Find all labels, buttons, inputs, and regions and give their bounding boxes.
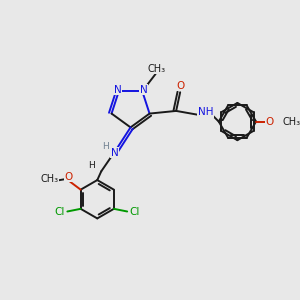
Text: CH₃: CH₃ [283,117,300,127]
Text: H: H [102,142,109,151]
Text: CH₃: CH₃ [148,64,166,74]
Text: O: O [176,81,184,91]
Text: Cl: Cl [55,207,65,217]
Text: N: N [111,148,119,158]
Text: O: O [265,117,273,127]
Text: H: H [88,161,95,170]
Text: N: N [114,85,122,95]
Text: CH₃: CH₃ [40,174,58,184]
Text: N: N [140,85,148,95]
Text: NH: NH [198,107,213,117]
Text: Cl: Cl [129,207,140,217]
Text: O: O [64,172,73,182]
